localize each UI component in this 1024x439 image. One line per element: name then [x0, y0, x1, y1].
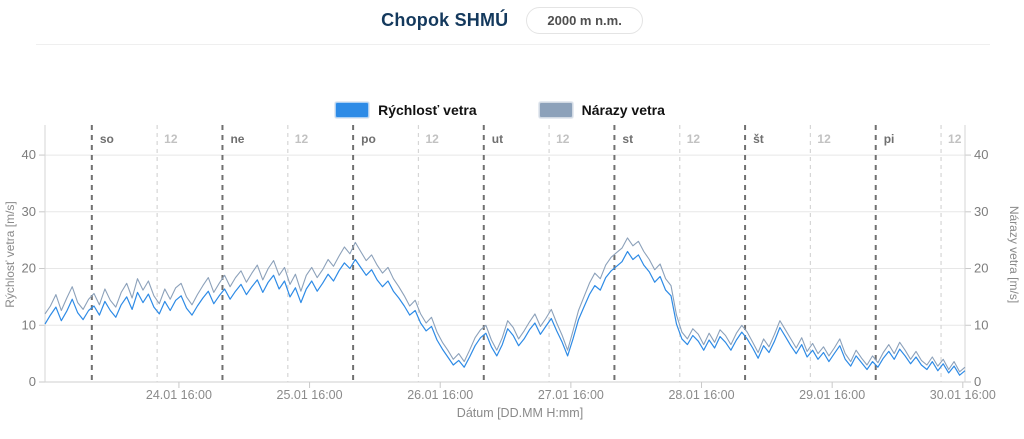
x-axis-label: 26.01 16:00: [407, 388, 473, 402]
day-label: št: [753, 132, 764, 146]
y-axis-label-right: 30: [974, 204, 988, 219]
y-axis-label-left: 30: [22, 204, 36, 219]
y-axis-label-left: 10: [22, 317, 36, 332]
day-label: so: [100, 132, 114, 146]
x-axis-title: Dátum [DD.MM H:mm]: [457, 406, 583, 420]
y-axis-label-right: 20: [974, 261, 988, 276]
x-axis-label: 28.01 16:00: [668, 388, 734, 402]
wind-speed-swatch-icon: [335, 102, 370, 118]
wind-gusts-swatch-icon: [538, 102, 573, 118]
wind-speed-legend-label: Rýchlosť vetra: [378, 102, 477, 118]
y-axis-label-left: 0: [29, 374, 36, 389]
header-divider: [36, 44, 990, 45]
wind-speed-line: [44, 250, 966, 376]
day-label: po: [361, 132, 376, 146]
chart-legend: Rýchlosť vetra Nárazy vetra: [0, 99, 1000, 121]
legend-item-wind-gusts[interactable]: Nárazy vetra: [538, 102, 665, 118]
y-axis-label-right: 40: [974, 147, 988, 162]
page-title: Chopok SHMÚ: [381, 9, 509, 30]
y-axis-title-left: Rýchlosť vetra [m/s]: [3, 201, 17, 308]
day-label: ut: [492, 132, 503, 146]
day-label: ne: [230, 132, 244, 146]
noon-label: 12: [556, 132, 570, 146]
day-label: st: [622, 132, 633, 146]
y-axis-label-right: 10: [974, 317, 988, 332]
legend-item-wind-speed[interactable]: Rýchlosť vetra: [335, 102, 477, 118]
noon-label: 12: [425, 132, 439, 146]
noon-label: 12: [817, 132, 831, 146]
wind-gusts-legend-label: Nárazy vetra: [581, 102, 665, 118]
x-axis-label: 27.01 16:00: [538, 388, 604, 402]
x-axis-label: 30.01 16:00: [930, 388, 996, 402]
x-axis-label: 25.01 16:00: [277, 388, 343, 402]
y-axis-title-right: Nárazy vetra [m/s]: [1007, 206, 1021, 303]
x-axis-label: 24.01 16:00: [146, 388, 212, 402]
noon-label: 12: [295, 132, 309, 146]
y-axis-label-right: 0: [974, 374, 981, 389]
x-axis-label: 29.01 16:00: [799, 388, 865, 402]
noon-label: 12: [687, 132, 701, 146]
y-axis-label-left: 40: [22, 147, 36, 162]
y-axis-label-left: 20: [22, 261, 36, 276]
noon-label: 12: [948, 132, 962, 146]
altitude-badge: 2000 m n.m.: [526, 6, 643, 34]
noon-label: 12: [164, 132, 178, 146]
wind-gusts-line: [44, 237, 966, 373]
day-label: pi: [884, 132, 895, 146]
header: Chopok SHMÚ 2000 m n.m.: [0, 0, 1024, 40]
